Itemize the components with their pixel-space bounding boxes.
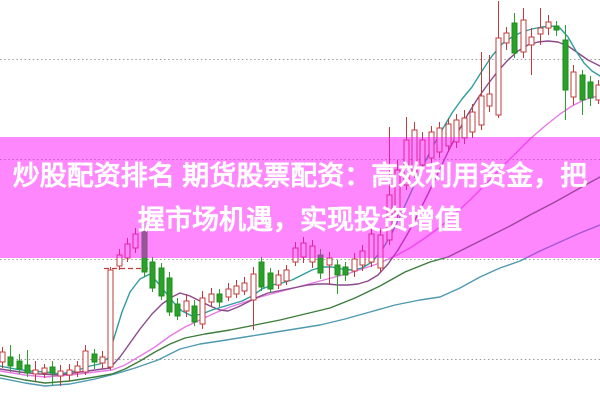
candle-body-up — [326, 257, 333, 266]
candle-body-up — [41, 367, 48, 374]
candle-body-up — [208, 293, 215, 303]
candle-body-down — [553, 25, 560, 31]
candle-body-down — [258, 261, 265, 288]
candle-body-up — [0, 351, 6, 363]
candle-body-up — [537, 27, 544, 35]
candle-body-down — [579, 74, 586, 101]
candle-body-down — [334, 264, 341, 276]
candle-body-up — [461, 117, 468, 139]
candle-body-down — [216, 293, 223, 303]
candle-body-down — [191, 305, 198, 323]
candle-body-up — [528, 36, 535, 46]
candle-body-down — [342, 266, 349, 276]
candle-body-up — [486, 93, 493, 107]
candle-body-up — [283, 269, 290, 282]
candle-body-up — [183, 300, 190, 312]
candle-body-down — [149, 261, 156, 289]
candle-body-down — [562, 39, 569, 91]
candle-body-down — [587, 81, 594, 99]
candle-body-down — [267, 272, 274, 290]
candle-body-up — [520, 19, 527, 53]
candle-body-up — [595, 84, 600, 101]
candle-body-up — [469, 111, 476, 133]
candle-body-up — [199, 297, 206, 325]
candle-body-up — [250, 273, 257, 301]
candle-body-up — [82, 350, 89, 373]
candle-body-up — [570, 71, 577, 98]
candle-body-up — [66, 369, 73, 376]
candle-body-up — [275, 274, 282, 286]
candle-body-up — [99, 356, 106, 364]
candle-body-up — [495, 37, 502, 116]
candle-body-up — [478, 95, 485, 126]
ma-longest-slate — [0, 224, 600, 387]
candle-body-down — [16, 360, 23, 370]
candle-body-up — [545, 21, 552, 29]
ma-mid-purple — [0, 40, 600, 376]
headline-line-1: 炒股配资排名 期货股票配资：高效利用资金，把 — [12, 160, 588, 191]
headline-banner: 炒股配资排名 期货股票配资：高效利用资金，把 握市场机遇，实现投资增值 — [0, 137, 600, 258]
candle-body-down — [24, 364, 31, 374]
candle-body-up — [32, 369, 39, 375]
candle-body-up — [351, 258, 358, 272]
candle-body-up — [74, 365, 81, 373]
candle-body-up — [241, 282, 248, 292]
candle-body-up — [57, 370, 64, 377]
candle-body-up — [503, 32, 510, 44]
candle-body-up — [233, 285, 240, 295]
candle-body-up — [225, 288, 232, 298]
headline-line-2: 握市场机遇，实现投资增值 — [138, 204, 462, 235]
candle-body-down — [49, 366, 56, 374]
candle-body-down — [166, 277, 173, 313]
candle-body-down — [174, 303, 181, 317]
candle-body-down — [511, 22, 518, 54]
candle-body-down — [91, 353, 98, 363]
candle-body-down — [7, 356, 14, 367]
candle-body-up — [107, 269, 114, 368]
candle-body-down — [158, 267, 165, 297]
